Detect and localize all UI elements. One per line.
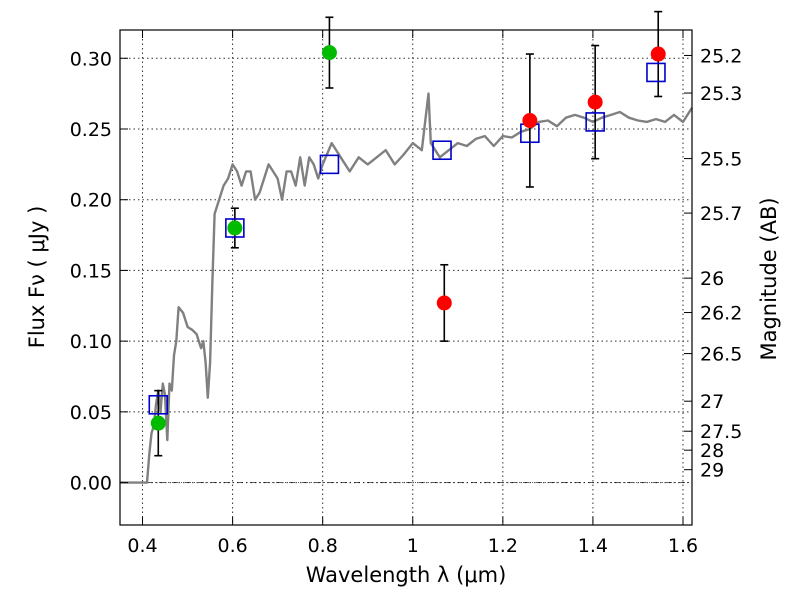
right-tick-label: 29 — [700, 460, 724, 482]
y-tick-label: 0.10 — [70, 331, 112, 353]
y-tick-label: 0.20 — [70, 190, 112, 212]
x-tick-label: 1.6 — [668, 535, 698, 557]
model-photometry-square — [432, 140, 452, 161]
model-photometry-square — [225, 218, 245, 238]
data-point — [587, 94, 603, 110]
right-tick-label: 26.5 — [700, 344, 742, 366]
model-spectrum-layer — [120, 92, 694, 484]
model-photometry-square — [585, 112, 605, 132]
y-tick-label: 0.05 — [70, 402, 112, 424]
y-tick-label: 0.15 — [70, 260, 112, 282]
data-point — [522, 113, 538, 129]
marker-layer — [148, 45, 666, 431]
y-tick-label: 0.30 — [70, 48, 112, 70]
right-tick-label: 27.5 — [700, 421, 742, 443]
right-tick-label: 25.5 — [700, 149, 742, 171]
data-point — [321, 45, 337, 61]
y-axis-label: Flux Fν ( μJy ) — [25, 206, 49, 349]
data-point — [150, 415, 166, 431]
model-photometry-square — [148, 394, 169, 415]
plot-frame — [119, 29, 693, 526]
right-tick-label: 25.2 — [700, 45, 742, 67]
x-axis-label: Wavelength λ (μm) — [306, 563, 507, 587]
x-tick-label: 1.2 — [488, 535, 518, 557]
x-tick-label: 1 — [407, 535, 419, 557]
model-photometry-square — [319, 154, 340, 175]
data-point — [650, 46, 666, 62]
right-y-axis-label: Magnitude (AB) — [757, 197, 781, 360]
x-tick-label: 0.8 — [308, 535, 338, 557]
right-tick-label: 25.7 — [700, 203, 742, 225]
model-spectrum-line — [120, 92, 694, 484]
tick-label-layer: 0.4 0.6 0.8 1 1.2 1.4 1.6 0.00 0.05 0.10 0.15 0.20 0… — [70, 45, 743, 557]
x-tick-label: 0.4 — [127, 535, 157, 557]
x-tick-label: 1.4 — [578, 535, 608, 557]
right-tick-label: 26.2 — [700, 303, 742, 325]
data-point — [436, 295, 452, 311]
y-tick-label: 0.25 — [70, 119, 112, 141]
x-tick-label: 0.6 — [217, 535, 247, 557]
y-tick-label: 0.00 — [70, 473, 112, 495]
tick-layer — [120, 30, 692, 525]
data-point — [227, 220, 243, 236]
right-tick-label: 27 — [700, 391, 724, 413]
right-tick-label: 26 — [700, 268, 724, 290]
model-photometry-square — [646, 62, 666, 83]
grid — [120, 30, 692, 525]
right-tick-label: 28 — [700, 440, 724, 462]
right-tick-label: 25.3 — [700, 83, 742, 105]
